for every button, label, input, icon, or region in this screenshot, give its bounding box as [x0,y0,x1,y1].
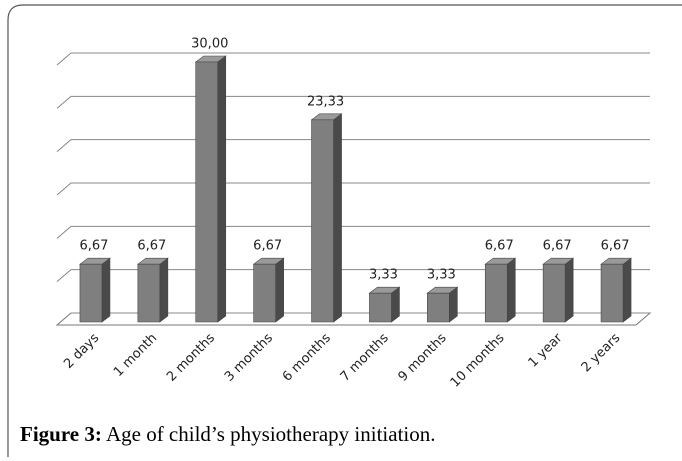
bar-face [101,257,111,323]
bar-face [275,257,284,323]
grid-line [56,182,650,196]
bar [426,286,459,323]
x-tick-label: 6 months [280,331,334,385]
x-tick-label: 3 months [222,331,276,385]
bar [310,113,343,323]
caption-label: Figure 3: [20,422,102,446]
bar-face [506,257,516,323]
bar [600,257,632,323]
bar-face [311,119,334,323]
data-label: 6,67 [543,239,572,254]
data-label: 6,67 [485,239,514,254]
data-label: 3,33 [369,268,398,283]
bar [542,257,575,323]
x-tick-label: 7 months [338,331,392,385]
bar-face [159,257,169,323]
grid-line [56,52,650,66]
bar-face [564,257,574,323]
bar [136,257,169,323]
data-label: 3,33 [427,268,456,283]
bar-face [195,61,219,323]
data-label: 30,00 [191,37,228,52]
frame [7,4,682,457]
bar [252,257,285,323]
bar [79,257,111,323]
bar-face [542,263,566,323]
data-label: 6,67 [137,239,166,254]
caption: Figure 3: Age of child’s physiotherapy i… [20,422,435,446]
caption-text: Age of child’s physiotherapy initiation. [106,422,436,446]
bar-face [217,55,227,323]
grid-line [56,225,650,239]
bar-face [600,263,624,323]
x-tick-label: 10 months [448,331,508,391]
bar [484,257,517,323]
bar [368,286,401,323]
bar-face [369,292,392,323]
x-tick-label: 2 months [164,331,218,385]
bar-face [333,113,342,323]
bar-face [253,263,276,323]
bar-face [79,263,103,323]
bar-face [137,263,161,323]
grid-line [56,95,650,109]
grid-line [56,269,650,283]
bar [194,55,227,323]
x-tick-label: 1 month [111,331,160,380]
x-tick-label: 2 years [579,331,624,376]
x-tick-label: 9 months [396,331,450,385]
bar-face [484,263,508,323]
data-label: 6,67 [601,239,630,254]
data-label: 6,67 [79,239,108,254]
x-tick-label: 2 days [61,331,102,372]
x-tick-label: 1 year [526,330,566,370]
data-label: 6,67 [253,239,282,254]
grid-line [56,139,650,153]
data-label: 23,33 [307,94,344,109]
bar-face [427,292,450,323]
bar-face [622,257,632,323]
